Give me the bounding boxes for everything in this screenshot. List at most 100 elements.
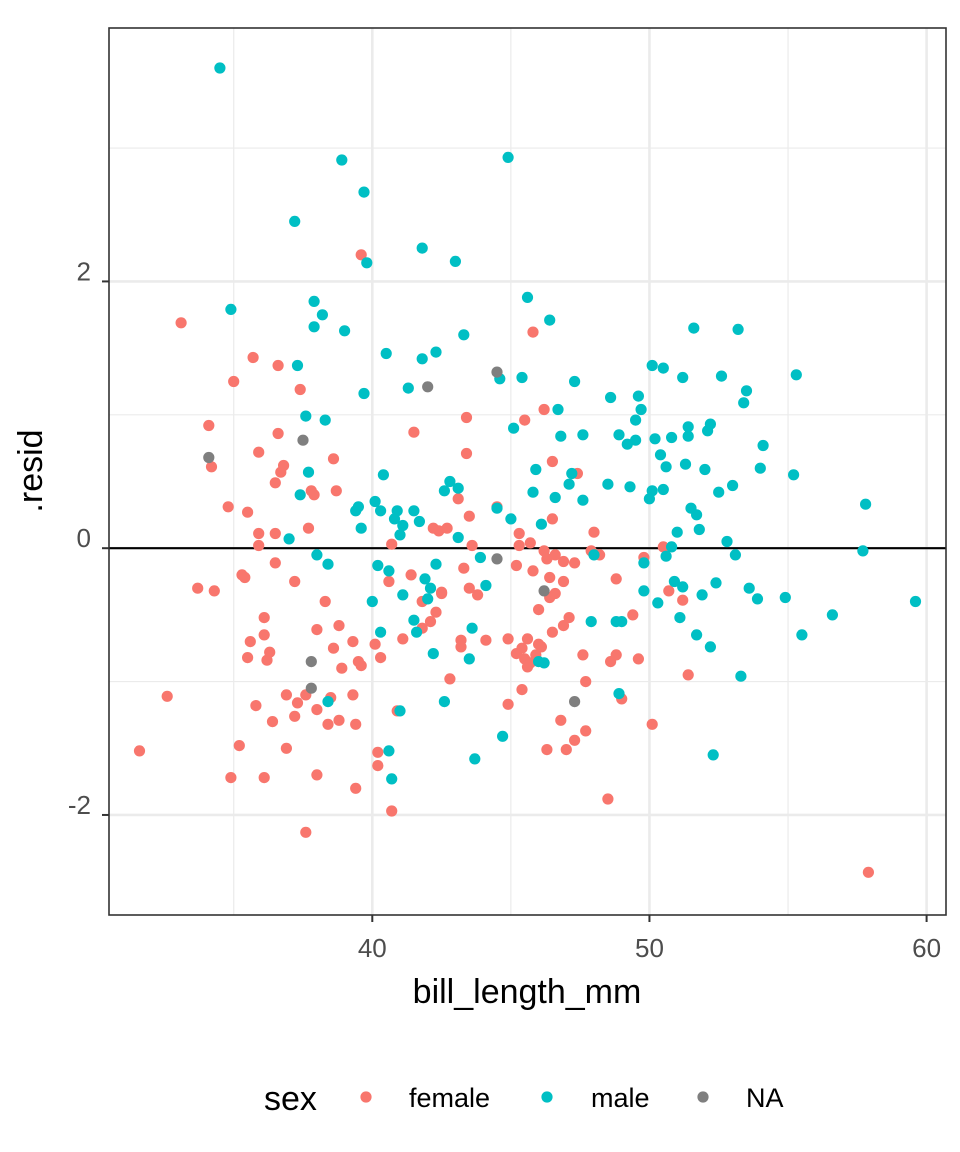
- point-female: [372, 746, 384, 758]
- point-male: [657, 362, 669, 374]
- point-female: [289, 710, 301, 722]
- point-female: [527, 565, 539, 577]
- point-male: [569, 375, 581, 388]
- point-female: [527, 326, 539, 338]
- point-male: [646, 359, 658, 372]
- point-male: [430, 346, 442, 358]
- point-female: [233, 740, 245, 752]
- point-male: [605, 391, 617, 404]
- point-female: [330, 485, 342, 497]
- point-male: [630, 414, 642, 426]
- point-male: [444, 475, 456, 488]
- point-male: [302, 466, 315, 478]
- point-male: [322, 558, 334, 570]
- point-female: [175, 317, 187, 329]
- y-axis: -2 0 2: [68, 256, 109, 820]
- point-female: [242, 506, 254, 518]
- point-male: [677, 581, 689, 593]
- point-male: [397, 589, 409, 601]
- point-male: [696, 589, 708, 601]
- point-male: [369, 495, 381, 508]
- point-female: [264, 646, 276, 658]
- point-female: [272, 359, 284, 372]
- point-female: [372, 760, 384, 772]
- data-points: [133, 62, 922, 878]
- point-male: [721, 535, 733, 548]
- point-female: [580, 725, 592, 737]
- point-male: [738, 397, 750, 409]
- point-male: [491, 502, 503, 514]
- point-female: [646, 718, 658, 730]
- point-male: [588, 549, 600, 561]
- legend-items: female male NA: [360, 1083, 784, 1113]
- point-male: [411, 626, 423, 638]
- point-male: [424, 582, 437, 594]
- point-na: [203, 451, 215, 464]
- point-male: [713, 486, 725, 498]
- point-male: [380, 347, 392, 360]
- point-female: [627, 609, 639, 621]
- point-male: [413, 515, 425, 528]
- point-male: [566, 467, 578, 480]
- point-male: [668, 575, 681, 588]
- point-male: [740, 385, 753, 397]
- point-female: [458, 562, 470, 574]
- legend-key-male: [541, 1091, 553, 1103]
- legend-title: sex: [264, 1080, 317, 1118]
- point-female: [502, 698, 514, 710]
- point-female: [258, 612, 270, 624]
- point-male: [790, 369, 802, 381]
- point-male: [497, 730, 509, 742]
- point-female: [569, 557, 581, 569]
- point-male: [339, 325, 351, 337]
- point-female: [557, 575, 570, 588]
- point-female: [327, 453, 340, 465]
- point-male: [291, 359, 304, 372]
- point-male: [704, 641, 717, 653]
- point-female: [250, 700, 262, 712]
- point-male: [319, 414, 331, 426]
- x-tick-label: 50: [635, 933, 664, 963]
- point-male: [358, 387, 370, 400]
- point-male: [751, 593, 764, 605]
- point-female: [452, 493, 464, 505]
- point-male: [552, 403, 564, 416]
- point-male: [693, 523, 705, 536]
- point-female: [311, 704, 323, 716]
- point-male: [704, 418, 717, 430]
- point-female: [521, 633, 534, 645]
- point-male: [530, 463, 542, 476]
- point-female: [677, 594, 689, 606]
- point-male: [419, 573, 431, 585]
- point-female: [228, 375, 240, 388]
- point-male: [458, 329, 470, 341]
- point-female: [544, 571, 556, 584]
- point-male: [469, 753, 481, 765]
- point-female: [533, 604, 545, 616]
- point-male: [408, 614, 420, 626]
- point-female: [541, 744, 553, 756]
- point-male: [729, 549, 742, 561]
- point-male: [214, 62, 226, 74]
- point-male: [779, 591, 791, 604]
- x-axis-title: bill_length_mm: [413, 973, 642, 1011]
- point-female: [383, 575, 395, 588]
- point-female: [524, 537, 536, 549]
- point-female: [308, 489, 320, 501]
- point-female: [291, 697, 304, 709]
- point-female: [222, 501, 234, 513]
- point-male: [857, 545, 869, 557]
- point-male: [408, 505, 420, 517]
- point-male: [555, 430, 567, 442]
- point-female: [311, 769, 323, 781]
- point-female: [272, 427, 284, 440]
- point-male: [630, 434, 642, 446]
- point-male: [909, 595, 922, 608]
- point-female: [549, 587, 561, 600]
- point-female: [269, 477, 281, 489]
- point-female: [588, 526, 600, 538]
- point-male: [300, 410, 312, 422]
- point-female: [350, 782, 362, 794]
- point-female: [355, 249, 367, 261]
